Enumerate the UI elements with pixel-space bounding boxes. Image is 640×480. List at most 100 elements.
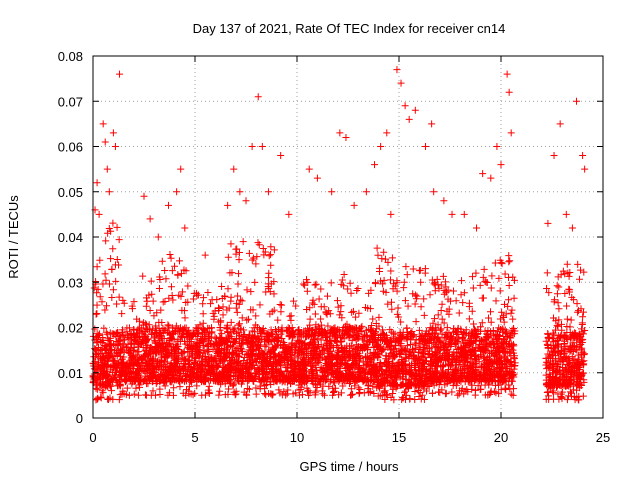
data-point (207, 333, 215, 341)
data-point (357, 371, 365, 379)
data-point (577, 266, 585, 274)
data-point (229, 381, 237, 389)
data-point (429, 371, 437, 379)
data-point (355, 343, 363, 351)
data-point (328, 359, 336, 367)
data-point (263, 351, 271, 359)
data-point (223, 324, 231, 332)
data-point (204, 288, 212, 296)
data-point (494, 363, 502, 371)
data-point (206, 300, 214, 308)
data-point (555, 375, 563, 383)
data-point (401, 297, 409, 305)
data-point (218, 283, 226, 291)
data-point (380, 276, 388, 284)
data-point (283, 347, 291, 355)
data-point (500, 318, 508, 326)
data-point (165, 340, 173, 348)
data-point (159, 325, 167, 333)
data-point (368, 366, 376, 374)
data-point (411, 339, 419, 347)
data-point (199, 300, 207, 308)
data-point (260, 350, 268, 358)
data-point (484, 314, 492, 322)
data-point (288, 377, 296, 385)
data-point (568, 353, 576, 361)
data-point (271, 350, 279, 358)
data-point (426, 291, 434, 299)
data-point (278, 324, 286, 332)
data-point (116, 70, 124, 78)
data-point (119, 387, 127, 395)
data-point (440, 290, 448, 298)
data-point (577, 339, 585, 347)
data-point (235, 256, 243, 264)
data-point (555, 305, 563, 313)
data-point (359, 344, 367, 352)
data-point (275, 326, 283, 334)
data-point (573, 379, 581, 387)
data-point (374, 392, 382, 400)
data-point (165, 322, 173, 330)
data-point (201, 328, 209, 336)
data-point (484, 333, 492, 341)
data-point (214, 304, 222, 312)
data-point (545, 395, 553, 403)
data-point (166, 335, 174, 343)
data-point (248, 327, 256, 335)
data-point (210, 357, 218, 365)
data-point (340, 270, 348, 278)
data-point (129, 370, 137, 378)
data-point (148, 361, 156, 369)
data-point (219, 358, 227, 366)
data-point (130, 298, 138, 306)
data-point (566, 359, 574, 367)
data-point (130, 390, 138, 398)
data-point (433, 275, 441, 283)
data-point (325, 307, 333, 315)
data-point (156, 385, 164, 393)
data-point (486, 374, 494, 382)
data-point (575, 374, 583, 382)
data-point (437, 306, 445, 314)
data-point (472, 352, 480, 360)
data-point (368, 374, 376, 382)
data-point (552, 317, 560, 325)
data-point (434, 311, 442, 319)
data-point (478, 319, 486, 327)
data-point (542, 337, 550, 345)
data-point (301, 281, 309, 289)
data-point (412, 318, 420, 326)
data-point (238, 365, 246, 373)
data-point (549, 381, 557, 389)
data-point (457, 344, 465, 352)
data-point (191, 351, 199, 359)
data-point (174, 271, 182, 279)
data-point (505, 381, 513, 389)
data-point (460, 289, 468, 297)
data-point (576, 365, 584, 373)
data-point (403, 324, 411, 332)
data-point (228, 365, 236, 373)
data-point (257, 327, 265, 335)
data-point (235, 270, 243, 278)
data-point (402, 370, 410, 378)
data-point (311, 391, 319, 399)
data-point (405, 362, 413, 370)
data-point (409, 265, 417, 273)
data-point (253, 253, 261, 261)
data-point (458, 277, 466, 285)
data-point (121, 336, 129, 344)
data-point (149, 370, 157, 378)
data-point (207, 370, 215, 378)
data-point (283, 326, 291, 334)
data-point (407, 368, 415, 376)
data-point (234, 321, 242, 329)
data-point (219, 311, 227, 319)
data-point (103, 165, 111, 173)
data-point (370, 390, 378, 398)
data-point (330, 379, 338, 387)
data-point (416, 389, 424, 397)
data-point (490, 373, 498, 381)
data-point (381, 396, 389, 404)
